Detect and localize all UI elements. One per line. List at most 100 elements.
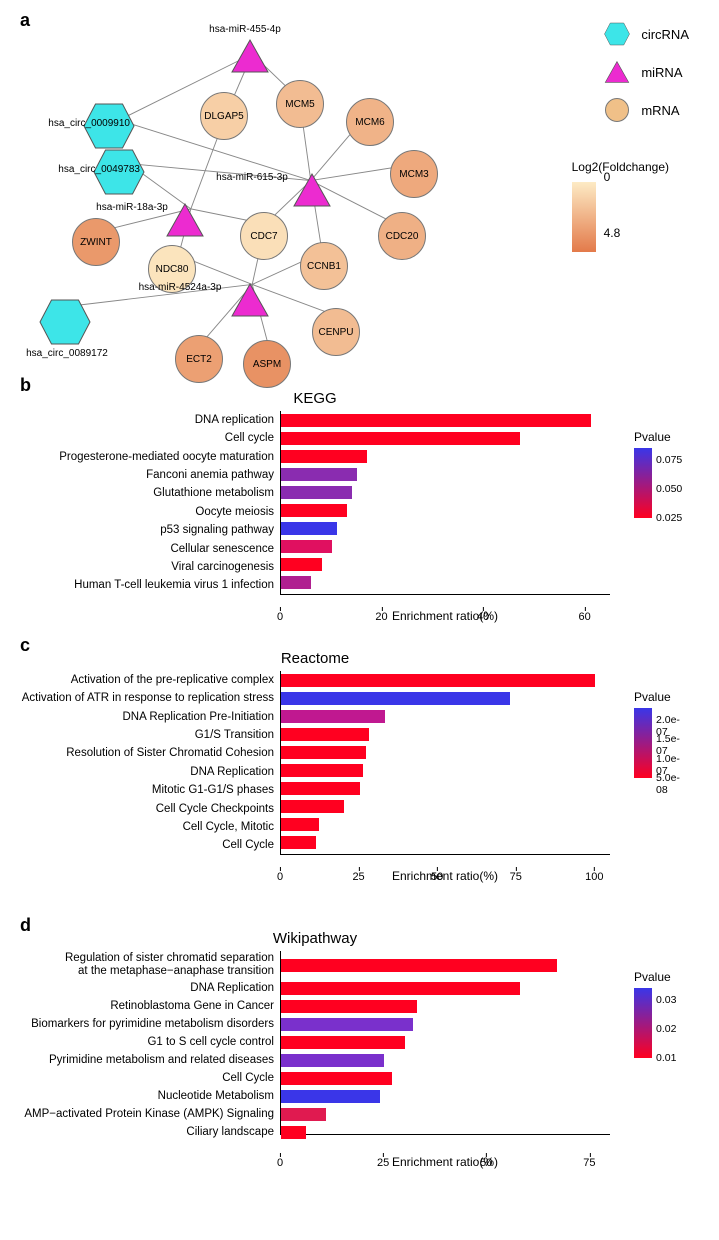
- node-label: hsa_circ_0009910: [10, 118, 130, 129]
- bar: [281, 576, 311, 589]
- x-tick: 0: [277, 611, 283, 623]
- bar-label: Pyrimidine metabolism and related diseas…: [20, 1051, 274, 1069]
- bar: [281, 1108, 326, 1121]
- y-axis-labels: Activation of the pre-replicative comple…: [20, 671, 280, 855]
- node-label: hsa-miR-455-4p: [190, 24, 300, 35]
- bar-label: DNA Replication: [20, 979, 274, 997]
- mirna-node: hsa-miR-4524a-3p: [230, 282, 270, 318]
- bar-label: Cell cycle: [20, 430, 274, 448]
- bar: [281, 746, 366, 759]
- bar-label: Ciliary landscape: [20, 1123, 274, 1141]
- legend-label: circRNA: [641, 27, 689, 42]
- bar-label: Cell Cycle, Mitotic: [20, 818, 274, 836]
- node-label: hsa_circ_0089172: [2, 348, 132, 359]
- bar-label: Human T-cell leukemia virus 1 infection: [20, 577, 274, 595]
- pvalue-legend: Pvalue0.0750.0500.025: [634, 430, 671, 518]
- bar: [281, 432, 520, 445]
- bar: [281, 764, 363, 777]
- bar-label: Cellular senescence: [20, 540, 274, 558]
- bar-chart: Wikipathway Regulation of sister chromati…: [20, 930, 610, 1185]
- mrna-node: ZWINT: [72, 218, 120, 266]
- bar: [281, 558, 322, 571]
- legend-item: miRNA: [603, 58, 689, 86]
- pval-title: Pvalue: [634, 690, 671, 704]
- mrna-node: DLGAP5: [200, 92, 248, 140]
- circrna-node: hsa_circ_0009910: [82, 102, 136, 150]
- bar-label: G1 to S cell cycle control: [20, 1033, 274, 1051]
- x-tick: 50: [480, 1157, 492, 1169]
- chart-title: KEGG: [20, 390, 610, 407]
- x-tick: 60: [578, 611, 590, 623]
- bar: [281, 982, 520, 995]
- bar: [281, 522, 337, 535]
- node-label: CDC20: [386, 231, 419, 242]
- mirna-node: hsa-miR-455-4p: [230, 38, 270, 74]
- bar-label: Retinoblastoma Gene in Cancer: [20, 997, 274, 1015]
- pvalue-legend: Pvalue2.0e-071.5e-071.0e-075.0e-08: [634, 690, 671, 778]
- pval-title: Pvalue: [634, 430, 671, 444]
- node-label: NDC80: [156, 264, 189, 275]
- x-tick: 0: [277, 1157, 283, 1169]
- node-label: hsa-miR-4524a-3p: [125, 282, 235, 293]
- node-label: hsa_circ_0049783: [20, 164, 140, 175]
- bar-label: Glutathione metabolism: [20, 485, 274, 503]
- x-tick: 50: [431, 871, 443, 883]
- x-tick: 40: [477, 611, 489, 623]
- circrna-node: hsa_circ_0049783: [92, 148, 146, 196]
- mrna-node: CDC7: [240, 212, 288, 260]
- bars-area: [280, 411, 610, 595]
- bar-label: p53 signaling pathway: [20, 522, 274, 540]
- x-tick: 100: [585, 871, 603, 883]
- bar: [281, 710, 385, 723]
- chart-title: Wikipathway: [20, 930, 610, 947]
- x-axis: 0255075100Enrichment ratio(%): [280, 869, 610, 899]
- bar: [281, 1090, 380, 1103]
- legend-shape-icon: [603, 20, 631, 48]
- mrna-node: MCM3: [390, 150, 438, 198]
- bar: [281, 1036, 405, 1049]
- bar-label: Cell Cycle Checkpoints: [20, 800, 274, 818]
- node-label: CCNB1: [307, 261, 341, 272]
- bar: [281, 782, 360, 795]
- mrna-node: ECT2: [175, 335, 223, 383]
- bar-label: DNA replication: [20, 411, 274, 429]
- bar: [281, 1072, 392, 1085]
- pval-gradient-icon: [634, 988, 652, 1058]
- legend-label: mRNA: [641, 103, 679, 118]
- legend-item: circRNA: [603, 20, 689, 48]
- bar: [281, 1054, 384, 1067]
- network-diagram: hsa_circ_0009910hsa_circ_0049783hsa_circ…: [20, 20, 560, 360]
- node-label: ECT2: [186, 354, 212, 365]
- node-label: hsa-miR-615-3p: [197, 172, 307, 183]
- pval-tick: 0.025: [656, 512, 682, 524]
- x-axis-label: Enrichment ratio(%): [280, 1155, 610, 1169]
- x-axis-label: Enrichment ratio(%): [280, 609, 610, 623]
- x-tick: 0: [277, 871, 283, 883]
- bar-label: Biomarkers for pyrimidine metabolism dis…: [20, 1015, 274, 1033]
- bar: [281, 468, 357, 481]
- x-tick: 20: [375, 611, 387, 623]
- bar-label: Resolution of Sister Chromatid Cohesion: [20, 745, 274, 763]
- x-tick: 75: [510, 871, 522, 883]
- bars-area: [280, 671, 610, 855]
- bar-label: DNA Replication: [20, 763, 274, 781]
- bar-label: Activation of the pre-replicative comple…: [20, 671, 274, 689]
- legend-item: mRNA: [603, 96, 689, 124]
- bar: [281, 836, 316, 849]
- bar-chart: KEGG DNA replicationCell cycleProgesteron…: [20, 390, 610, 639]
- bar-label: Regulation of sister chromatid separatio…: [20, 951, 274, 979]
- bar: [281, 674, 595, 687]
- pval-tick: 5.0e-08: [656, 772, 680, 796]
- pval-gradient-icon: [634, 708, 652, 778]
- bar-label: Cell Cycle: [20, 1069, 274, 1087]
- mrna-node: MCM6: [346, 98, 394, 146]
- mirna-node: hsa-miR-615-3p: [292, 172, 332, 208]
- y-axis-labels: DNA replicationCell cycleProgesterone-me…: [20, 411, 280, 595]
- bars-area: [280, 951, 610, 1135]
- bar-chart: ReactomeActivation of the pre-replicativ…: [20, 650, 610, 899]
- pval-title: Pvalue: [634, 970, 671, 984]
- network-legend: circRNA miRNA mRNA: [603, 20, 689, 134]
- pval-tick: 0.050: [656, 483, 682, 495]
- mrna-node: CCNB1: [300, 242, 348, 290]
- fc-labels: 04.8: [604, 168, 621, 240]
